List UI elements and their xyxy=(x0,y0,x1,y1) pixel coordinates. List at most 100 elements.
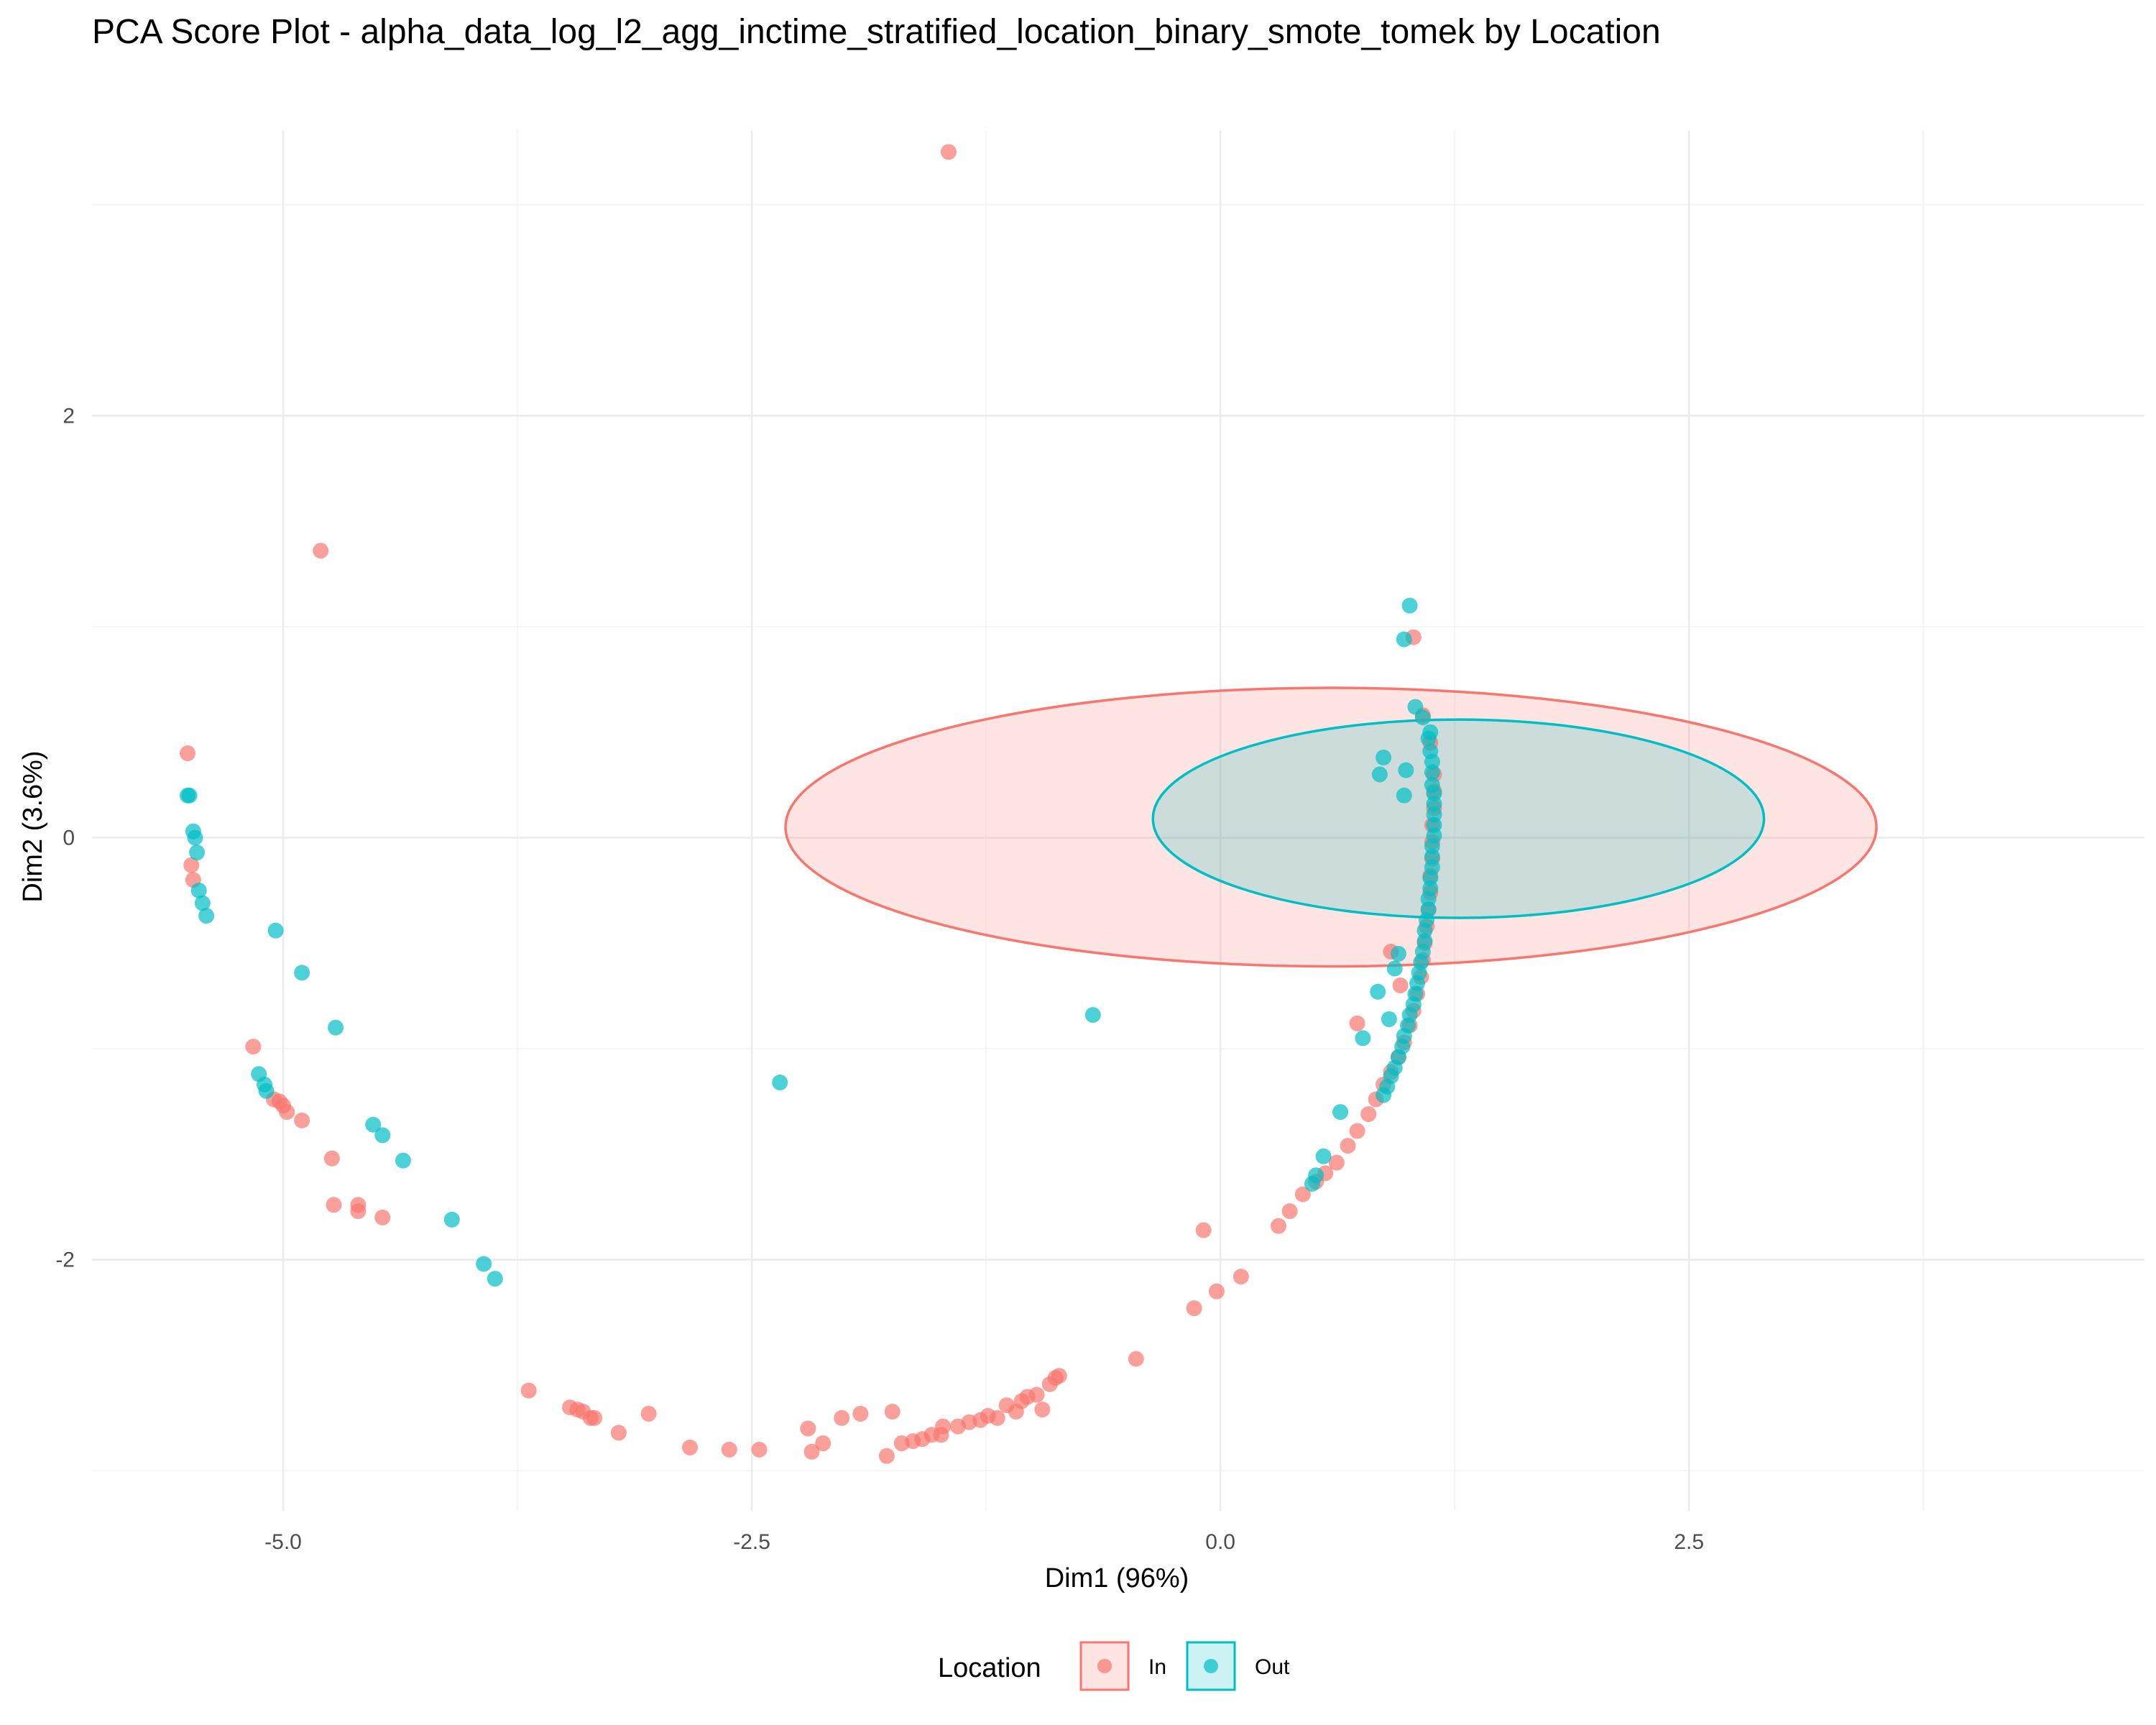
point-in xyxy=(1294,1186,1311,1202)
point-out xyxy=(1381,1011,1397,1027)
point-in xyxy=(323,1150,340,1167)
point-in xyxy=(751,1441,768,1458)
x-tick-label: 2.5 xyxy=(1674,1530,1704,1554)
point-out xyxy=(374,1127,391,1144)
point-out xyxy=(1371,766,1388,783)
point-in xyxy=(326,1197,342,1213)
point-out xyxy=(328,1019,344,1036)
legend-dot-in xyxy=(1097,1659,1112,1673)
point-out xyxy=(194,895,211,911)
y-tick-label: 2 xyxy=(63,404,75,428)
point-in xyxy=(815,1435,831,1452)
point-out xyxy=(443,1211,460,1228)
point-in xyxy=(279,1104,295,1121)
point-in xyxy=(721,1441,737,1458)
point-out xyxy=(1315,1148,1332,1164)
point-out xyxy=(1398,762,1414,778)
point-in xyxy=(989,1409,1005,1426)
point-out xyxy=(365,1116,382,1133)
point-out xyxy=(476,1256,492,1272)
point-out xyxy=(1332,1104,1349,1121)
x-tick-label: 0.0 xyxy=(1205,1530,1235,1554)
point-in xyxy=(245,1039,262,1055)
point-in xyxy=(1233,1269,1249,1285)
grid-lines xyxy=(92,131,2145,1511)
ellipse-out xyxy=(1151,718,1766,919)
point-in xyxy=(374,1209,391,1225)
point-out xyxy=(1396,787,1412,804)
chart-title: PCA Score Plot - alpha_data_log_l2_agg_i… xyxy=(92,13,1661,51)
point-out xyxy=(395,1152,411,1169)
point-in xyxy=(1186,1300,1202,1317)
point-in xyxy=(935,1418,952,1435)
point-in xyxy=(294,1112,310,1128)
point-out xyxy=(181,787,198,804)
point-in xyxy=(682,1439,699,1455)
point-out xyxy=(1376,1087,1392,1103)
point-in xyxy=(610,1425,627,1441)
x-tick-label: -5.0 xyxy=(264,1530,302,1554)
point-out xyxy=(487,1271,503,1287)
point-in xyxy=(800,1420,816,1437)
point-in xyxy=(1340,1138,1356,1154)
point-out xyxy=(267,922,284,939)
point-out xyxy=(1370,983,1386,1000)
legend-label-out: Out xyxy=(1255,1655,1290,1679)
x-axis-title: Dim1 (96%) xyxy=(1045,1563,1189,1593)
point-out xyxy=(198,908,215,924)
point-out xyxy=(190,882,207,898)
legend-item-in: In xyxy=(1079,1641,1166,1691)
point-in xyxy=(640,1405,657,1422)
point-in xyxy=(1128,1351,1144,1367)
point-out xyxy=(187,829,203,846)
point-out xyxy=(1424,764,1440,781)
point-out xyxy=(258,1082,275,1099)
point-out xyxy=(294,965,310,981)
point-out xyxy=(772,1075,788,1091)
point-in xyxy=(940,144,957,160)
data-points xyxy=(180,144,1442,1464)
confidence-ellipses xyxy=(784,686,1878,968)
ellipse-in xyxy=(784,686,1878,968)
point-in xyxy=(1028,1386,1045,1403)
point-in xyxy=(183,857,200,873)
point-in xyxy=(1195,1222,1212,1238)
point-in xyxy=(803,1443,820,1460)
point-in xyxy=(852,1405,869,1422)
point-out xyxy=(1084,1007,1101,1024)
point-in xyxy=(180,745,196,762)
point-in xyxy=(1360,1106,1377,1123)
point-in xyxy=(520,1382,537,1399)
point-in xyxy=(878,1448,895,1464)
point-in xyxy=(1349,1123,1365,1139)
point-in xyxy=(1328,1154,1345,1171)
x-tick-label: -2.5 xyxy=(733,1530,770,1554)
point-out xyxy=(1401,597,1418,614)
point-in xyxy=(586,1409,603,1426)
x-axis-ticks: -5.0 -2.5 0.0 2.5 xyxy=(264,1530,1704,1554)
point-out xyxy=(1396,631,1412,648)
point-in xyxy=(834,1409,850,1426)
legend-item-out: Out xyxy=(1186,1641,1290,1691)
legend-label-in: In xyxy=(1148,1655,1166,1679)
point-out xyxy=(1414,709,1431,726)
point-in xyxy=(313,543,329,559)
point-out xyxy=(1390,945,1406,962)
point-out xyxy=(189,845,206,861)
point-out xyxy=(1420,730,1437,747)
point-in xyxy=(884,1404,900,1420)
point-in xyxy=(350,1203,367,1220)
y-axis-ticks: -2 0 2 xyxy=(55,404,75,1271)
legend-key-in xyxy=(1079,1641,1130,1691)
point-in xyxy=(1392,977,1409,993)
point-in xyxy=(1349,1015,1365,1031)
point-in xyxy=(1208,1283,1225,1300)
y-tick-label: -2 xyxy=(55,1248,75,1272)
point-in xyxy=(1051,1368,1067,1384)
point-out xyxy=(1355,1030,1371,1046)
legend-dot-out xyxy=(1204,1659,1218,1673)
point-out xyxy=(1386,960,1403,977)
point-in xyxy=(1281,1203,1298,1220)
point-out xyxy=(1376,749,1392,765)
